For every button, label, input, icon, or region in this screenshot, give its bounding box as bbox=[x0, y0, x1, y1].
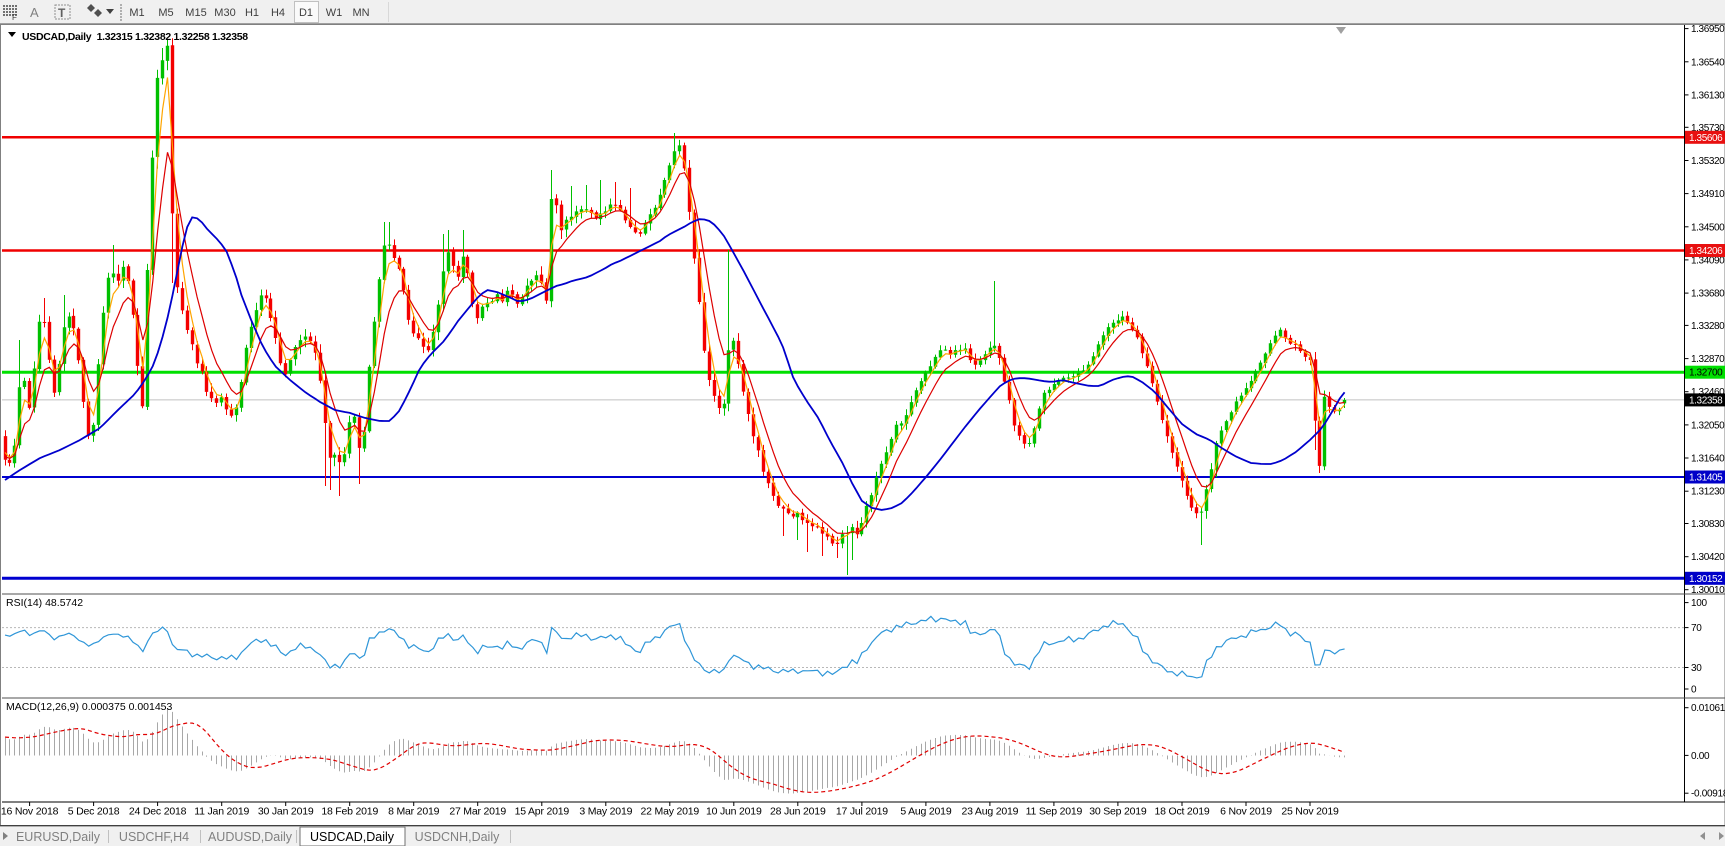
svg-text:15 Apr 2019: 15 Apr 2019 bbox=[515, 806, 570, 818]
svg-text:1.35606: 1.35606 bbox=[1689, 133, 1723, 144]
svg-text:0.010615: 0.010615 bbox=[1691, 703, 1725, 714]
svg-text:24 Dec 2018: 24 Dec 2018 bbox=[129, 806, 187, 818]
svg-text:D1: D1 bbox=[299, 7, 313, 19]
svg-text:1.32460: 1.32460 bbox=[1691, 387, 1725, 398]
svg-text:18 Oct 2019: 18 Oct 2019 bbox=[1154, 806, 1209, 818]
svg-text:1.31405: 1.31405 bbox=[1689, 473, 1723, 484]
svg-text:17 Jul 2019: 17 Jul 2019 bbox=[836, 806, 888, 818]
svg-text:H4: H4 bbox=[271, 7, 285, 19]
svg-text:16 Nov 2018: 16 Nov 2018 bbox=[1, 806, 59, 818]
svg-text:T: T bbox=[58, 6, 66, 20]
svg-text:1.36950: 1.36950 bbox=[1691, 24, 1725, 35]
svg-text:RSI(14) 48.5742: RSI(14) 48.5742 bbox=[6, 597, 83, 609]
svg-text:USDCHF,H4: USDCHF,H4 bbox=[119, 830, 189, 844]
svg-text:18 Feb 2019: 18 Feb 2019 bbox=[321, 806, 378, 818]
svg-text:1.35320: 1.35320 bbox=[1691, 156, 1725, 167]
svg-text:30 Jan 2019: 30 Jan 2019 bbox=[258, 806, 314, 818]
svg-text:27 Mar 2019: 27 Mar 2019 bbox=[449, 806, 506, 818]
svg-text:5 Dec 2018: 5 Dec 2018 bbox=[68, 806, 120, 818]
svg-text:W1: W1 bbox=[326, 7, 343, 19]
svg-text:1.34090: 1.34090 bbox=[1691, 255, 1725, 266]
svg-text:1.36130: 1.36130 bbox=[1691, 90, 1725, 101]
svg-text:100: 100 bbox=[1691, 598, 1708, 609]
svg-text:1.31640: 1.31640 bbox=[1691, 454, 1725, 465]
svg-text:M1: M1 bbox=[129, 7, 144, 19]
svg-text:1.30420: 1.30420 bbox=[1691, 552, 1725, 563]
svg-text:H1: H1 bbox=[245, 7, 259, 19]
svg-text:1.34910: 1.34910 bbox=[1691, 189, 1725, 200]
svg-text:AUDUSD,Daily: AUDUSD,Daily bbox=[208, 830, 293, 844]
svg-text:28 Jun 2019: 28 Jun 2019 bbox=[770, 806, 826, 818]
svg-text:30 Sep 2019: 30 Sep 2019 bbox=[1089, 806, 1147, 818]
svg-text:EURUSD,Daily: EURUSD,Daily bbox=[16, 830, 101, 844]
svg-text:1.33680: 1.33680 bbox=[1691, 289, 1725, 300]
svg-text:8 Mar 2019: 8 Mar 2019 bbox=[388, 806, 439, 818]
svg-text:25 Nov 2019: 25 Nov 2019 bbox=[1281, 806, 1339, 818]
svg-text:M30: M30 bbox=[214, 7, 235, 19]
svg-text:1.32700: 1.32700 bbox=[1689, 368, 1723, 379]
svg-text:MACD(12,26,9) 0.000375 0.00145: MACD(12,26,9) 0.000375 0.001453 bbox=[6, 701, 173, 713]
svg-text:0: 0 bbox=[1691, 685, 1697, 696]
svg-text:30: 30 bbox=[1691, 663, 1702, 674]
svg-text:1.32050: 1.32050 bbox=[1691, 420, 1725, 431]
svg-text:USDCNH,Daily: USDCNH,Daily bbox=[415, 830, 500, 844]
svg-text:USDCAD,Daily 1.32315 1.32382: USDCAD,Daily 1.32315 1.32382 1.32258 1.3… bbox=[22, 31, 248, 43]
svg-text:A: A bbox=[30, 5, 39, 20]
svg-text:1.30152: 1.30152 bbox=[1689, 574, 1723, 585]
svg-text:1.32870: 1.32870 bbox=[1691, 354, 1725, 365]
svg-text:11 Sep 2019: 11 Sep 2019 bbox=[1026, 806, 1083, 818]
svg-text:-0.00918: -0.00918 bbox=[1691, 789, 1725, 800]
svg-text:11 Jan 2019: 11 Jan 2019 bbox=[194, 806, 249, 818]
svg-text:10 Jun 2019: 10 Jun 2019 bbox=[706, 806, 762, 818]
svg-text:5 Aug 2019: 5 Aug 2019 bbox=[900, 806, 951, 818]
svg-text:3 May 2019: 3 May 2019 bbox=[579, 806, 632, 818]
svg-text:1.32358: 1.32358 bbox=[1689, 395, 1723, 406]
svg-text:1.30010: 1.30010 bbox=[1691, 585, 1725, 596]
svg-text:1.33280: 1.33280 bbox=[1691, 321, 1725, 332]
svg-text:M5: M5 bbox=[158, 7, 173, 19]
svg-text:1.31230: 1.31230 bbox=[1691, 487, 1725, 498]
svg-text:USDCAD,Daily: USDCAD,Daily bbox=[310, 830, 395, 844]
svg-text:6 Nov 2019: 6 Nov 2019 bbox=[1220, 806, 1272, 818]
svg-text:23 Aug 2019: 23 Aug 2019 bbox=[962, 806, 1019, 818]
svg-text:70: 70 bbox=[1691, 623, 1702, 634]
svg-text:1.35730: 1.35730 bbox=[1691, 123, 1725, 134]
svg-text:0.00: 0.00 bbox=[1691, 751, 1710, 762]
svg-text:1.34206: 1.34206 bbox=[1689, 246, 1723, 257]
svg-text:1.34500: 1.34500 bbox=[1691, 222, 1725, 233]
svg-text:1.36540: 1.36540 bbox=[1691, 57, 1725, 68]
svg-text:22 May 2019: 22 May 2019 bbox=[641, 806, 700, 818]
svg-text:F: F bbox=[12, 13, 17, 22]
svg-text:M15: M15 bbox=[185, 7, 206, 19]
svg-text:1.30830: 1.30830 bbox=[1691, 519, 1725, 530]
svg-text:MN: MN bbox=[352, 7, 369, 19]
